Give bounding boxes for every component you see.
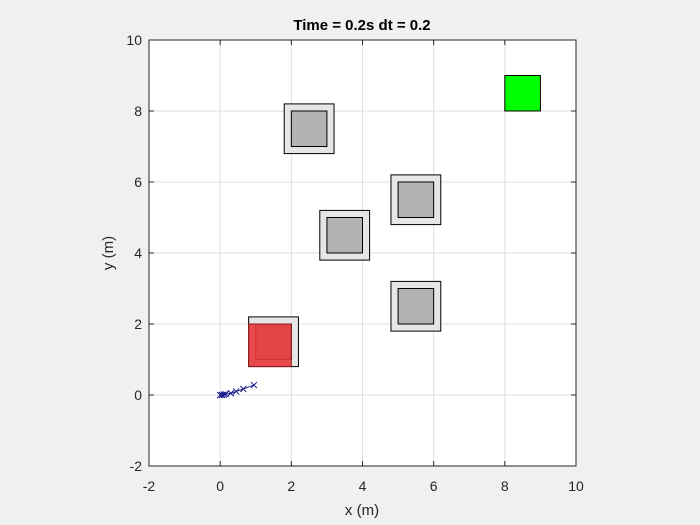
obstacle-core: [290, 110, 328, 147]
x-tick-label: 8: [501, 478, 509, 494]
y-tick-label: 6: [134, 174, 142, 190]
trajectory-point: [220, 391, 228, 398]
x-tick-label: 10: [568, 478, 584, 494]
x-axis-label: x (m): [345, 502, 379, 519]
trajectory-point: [227, 389, 235, 397]
y-tick-label: 10: [126, 32, 142, 48]
x-tick-label: 4: [359, 478, 367, 494]
trajectory-point: [239, 385, 247, 393]
y-axis-label: y (m): [100, 236, 117, 270]
x-tick-label: 0: [216, 478, 224, 494]
y-tick-label: 4: [134, 245, 142, 261]
y-tick-label: 0: [134, 387, 142, 403]
trajectory-point: [222, 390, 229, 398]
x-tick-label: 2: [287, 478, 295, 494]
y-tick-label: 2: [134, 316, 142, 332]
y-tick-label: -2: [130, 458, 143, 474]
x-tick-label: 6: [430, 478, 438, 494]
robot-square: [248, 323, 292, 368]
obstacle-core: [397, 288, 435, 325]
goal-square: [504, 75, 541, 112]
trajectory-point: [250, 381, 258, 389]
trajectory-point: [232, 388, 240, 395]
chart-title: Time = 0.2s dt = 0.2: [293, 17, 430, 34]
x-tick-label: -2: [143, 478, 156, 494]
y-tick-label: 8: [134, 103, 142, 119]
obstacle-core: [397, 181, 435, 218]
obstacle-core: [326, 217, 363, 254]
